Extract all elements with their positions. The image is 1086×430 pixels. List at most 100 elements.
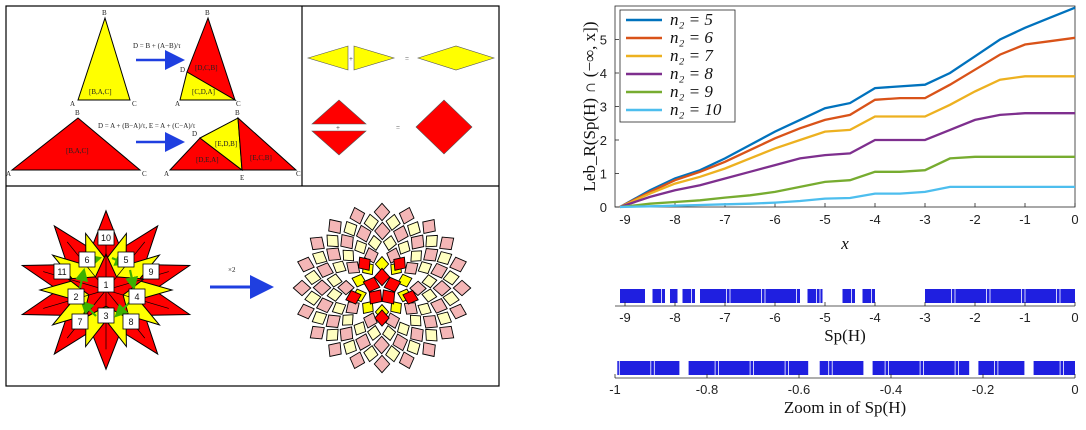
rhombus-tile — [422, 341, 436, 358]
patch-number-box — [97, 229, 115, 246]
rhombus-tile — [407, 221, 421, 237]
legend-entry: n₂ = 8 — [670, 64, 713, 83]
rhombus-tile — [311, 250, 328, 265]
x-tick-label: -4 — [869, 212, 881, 227]
legend-entry: n₂ = 10 — [670, 100, 722, 119]
rhombus-tile — [349, 206, 366, 225]
rhombus-tile — [316, 262, 334, 278]
golden-triangle — [77, 16, 131, 101]
rhombus-tile — [326, 328, 339, 342]
equals-sign: = — [405, 55, 409, 63]
rhombus-tile — [442, 290, 460, 307]
x-axis-label: Zoom in of Sp(H) — [784, 398, 906, 417]
rhombus-tile — [363, 345, 379, 363]
red-rhombus — [415, 99, 473, 155]
y-tick-label: 1 — [600, 167, 607, 182]
patch-numbers: 10 6 5 11 9 1 2 4 3 7 8 — [53, 229, 160, 330]
x-tick-label: -7 — [719, 310, 731, 325]
rhombus-tile — [374, 309, 390, 327]
spectrum-band — [819, 361, 864, 375]
green-arrow-icon — [114, 301, 131, 318]
rhombus-tile — [311, 311, 328, 325]
rhombus-tile — [363, 312, 378, 329]
x-tick-label: 0 — [1071, 310, 1078, 325]
x-tick-label: -1 — [1019, 310, 1031, 325]
tile-label: [B,A,C] — [66, 147, 89, 155]
patch-number: 4 — [134, 292, 139, 302]
rhombus-tile — [397, 273, 413, 288]
red-half-tile — [311, 130, 367, 156]
green-arrow-icon — [75, 267, 89, 289]
x-tick-label: -3 — [919, 212, 931, 227]
x-tick-label: -6 — [769, 212, 781, 227]
vertex-label: A — [164, 170, 169, 178]
yellow-half-tile — [306, 45, 349, 71]
band-rect — [617, 361, 680, 375]
red-subtriangle — [237, 116, 298, 171]
left-illustration-panel: B A C [B,A,C] D = B + (A−B)/τ B D A C [D… — [5, 5, 500, 387]
spectrum-band — [807, 289, 823, 303]
series-line — [619, 36, 1076, 209]
vertex-label: C — [236, 100, 241, 108]
green-arrow-icon — [125, 269, 139, 291]
x-tick-label: -0.4 — [880, 382, 902, 397]
x-tick-label: -2 — [969, 310, 981, 325]
patch-number: 2 — [73, 292, 78, 302]
rhombus-tile — [425, 328, 438, 342]
legend-entry: n₂ = 5 — [670, 10, 713, 29]
series-line — [619, 75, 1075, 209]
y-tick-label: 0 — [600, 200, 607, 215]
rhombus-tile — [374, 221, 391, 241]
golden-triangle-decomposition: B A C [B,A,C] D = B + (A−B)/τ B D A C [D… — [70, 9, 241, 108]
x-tick-label: -0.6 — [788, 382, 810, 397]
rhombus-tile — [297, 303, 315, 320]
tile-label: [E,C,B] — [250, 154, 272, 162]
obtuse-triangle — [10, 117, 142, 171]
rhombus-tile — [425, 234, 438, 248]
patch-number: 6 — [84, 255, 89, 265]
spectrum-band — [688, 361, 809, 375]
rhombus-tile — [432, 279, 452, 297]
rhombus-tile — [373, 202, 391, 222]
patch-number-box — [122, 313, 140, 330]
rhombus-tile — [328, 218, 342, 235]
vertex-label: A — [6, 170, 11, 178]
band-rect — [819, 361, 864, 375]
rhombus-tile — [402, 289, 419, 305]
tile-label: [B,A,C] — [89, 88, 112, 96]
rhombus-tile — [410, 250, 422, 262]
patch-number: 3 — [103, 311, 108, 321]
rhombus-tile — [410, 326, 424, 342]
rhombus-tile — [397, 240, 411, 255]
band-rect — [925, 289, 1075, 303]
band-rect — [620, 289, 645, 303]
rhombus-tile — [410, 234, 425, 250]
legend-entry: n₂ = 6 — [670, 28, 713, 47]
subdivision-formula: D = A + (B−A)/τ, E = A + (C−A)/τ — [98, 122, 196, 130]
y-tick-label: 4 — [600, 66, 607, 81]
band-rect — [688, 361, 809, 375]
x-tick-label: -7 — [719, 212, 731, 227]
rhombus-tile — [331, 301, 347, 315]
subdivision-formula: D = B + (A−B)/τ — [133, 42, 181, 50]
obtuse-triangle-decomposition: B A C [B,A,C] D = A + (B−A)/τ, E = A + (… — [6, 109, 301, 182]
rhombus-tile — [423, 248, 439, 262]
rhombus-tile — [373, 335, 390, 355]
rhombus-tile — [309, 236, 325, 251]
penrose-tiling — [292, 202, 472, 374]
rhombus-tile — [342, 249, 355, 262]
rhombus-tile — [312, 279, 332, 297]
rhombus-tile — [363, 213, 379, 231]
spectrum-band — [700, 289, 800, 303]
y-axis-label: Leb_R(Sp(H) ∩ (−∞, x]) — [580, 22, 599, 192]
x-tick-label: -9 — [619, 310, 631, 325]
rhombus-tile — [367, 234, 382, 251]
rhombus-tile — [326, 287, 343, 302]
band-rect — [652, 289, 665, 303]
spectrum-band — [978, 361, 1025, 375]
y-tick-label: 3 — [600, 100, 607, 115]
band-rect — [670, 289, 678, 303]
rhombus-tile — [345, 301, 360, 315]
rhombus-tile — [345, 289, 362, 305]
